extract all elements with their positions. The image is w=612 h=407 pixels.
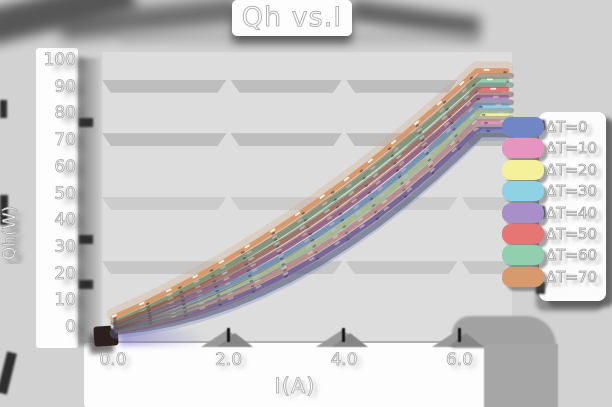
- grid-band: [231, 261, 343, 274]
- y-tick-label: 60: [54, 156, 76, 177]
- y-tick-label: 90: [54, 76, 76, 97]
- legend-swatch: [502, 117, 544, 137]
- legend-item: ΔT=30: [500, 181, 612, 202]
- legend-label: ΔT=20: [546, 160, 598, 179]
- shadow-artifact: [79, 235, 93, 244]
- grid-band: [102, 80, 227, 93]
- legend-label: ΔT=30: [546, 182, 598, 201]
- legend-swatch: [502, 245, 544, 266]
- shadow-artifact: [0, 100, 7, 118]
- grid-band: [231, 197, 343, 210]
- legend-label: ΔT=10: [546, 139, 598, 158]
- legend-label: ΔT=50: [546, 225, 598, 244]
- y-tick-label: 40: [54, 210, 76, 231]
- legend-swatch: [502, 159, 544, 180]
- shadow-smear: [0, 0, 138, 46]
- legend-label: ΔT=60: [546, 246, 598, 265]
- y-tick-plate: [36, 48, 78, 348]
- shadow-artifact: [79, 118, 93, 127]
- y-tick-label: 0: [65, 317, 77, 338]
- chart-title-plate: Qh vs.I: [232, 0, 352, 36]
- legend-swatch: [502, 181, 544, 202]
- x-tick-label: 2.0: [214, 350, 243, 371]
- grid-band: [346, 133, 458, 146]
- legend-swatch: [502, 224, 544, 244]
- shadow-artifact: [79, 280, 93, 289]
- x-tick-label: 4.0: [330, 350, 358, 371]
- shadow-artifact: [0, 351, 17, 395]
- legend-swatch: [502, 202, 544, 223]
- grid-band: [231, 80, 343, 93]
- x-tick-label: 0.0: [99, 350, 127, 371]
- y-tick-label: 20: [54, 263, 76, 284]
- legend-item: ΔT=0: [500, 117, 612, 137]
- x-tick-mark: [431, 328, 488, 347]
- legend-swatch: [502, 138, 544, 159]
- legend-label: ΔT=70: [546, 267, 598, 286]
- legend-item: ΔT=40: [500, 202, 612, 223]
- x-tick-mark: [316, 328, 372, 347]
- legend-swatch: [502, 266, 544, 287]
- grid-band: [102, 197, 227, 210]
- legend-label: ΔT=0: [546, 118, 588, 137]
- grid-band: [102, 261, 227, 274]
- chart-title: Qh vs.I: [241, 2, 343, 34]
- y-tick-label: 30: [54, 236, 76, 257]
- legend-item: ΔT=10: [500, 138, 612, 159]
- legend-panel: [539, 112, 606, 301]
- legend-label: ΔT=40: [546, 203, 598, 222]
- y-tick-label: 100: [43, 50, 76, 71]
- grid-band: [231, 133, 343, 146]
- shadow-smear: [78, 58, 100, 346]
- legend-item: ΔT=60: [500, 245, 612, 266]
- shadow-artifact: [536, 282, 545, 294]
- y-tick-label: 50: [54, 183, 76, 204]
- x-axis-label: I(A): [274, 374, 316, 399]
- y-tick-label: 80: [54, 103, 76, 124]
- y-axis-label: Qh(W): [0, 205, 20, 261]
- legend: ΔT=0 ΔT=10 ΔT=20 ΔT=30 ΔT=40 ΔT=50 ΔT=60 ΔT=70: [500, 112, 612, 307]
- shadow-artifact: [0, 195, 8, 225]
- grid-band: [346, 261, 458, 274]
- legend-item: ΔT=50: [500, 224, 612, 244]
- shadow-smear: [59, 0, 241, 42]
- y-tick-label: 10: [54, 290, 76, 311]
- shadow-smear: [349, 0, 481, 39]
- grid-band: [346, 80, 458, 93]
- y-tick-label: 70: [54, 130, 76, 151]
- grid-band: [102, 133, 227, 146]
- x-tick-plate: [84, 343, 556, 407]
- x-tick-label: 6.0: [445, 350, 474, 371]
- x-tick-mark: [200, 328, 257, 347]
- legend-item: ΔT=20: [500, 159, 612, 180]
- legend-item: ΔT=70: [500, 266, 612, 287]
- grid-band: [346, 197, 458, 210]
- x-axis-line: [102, 341, 512, 343]
